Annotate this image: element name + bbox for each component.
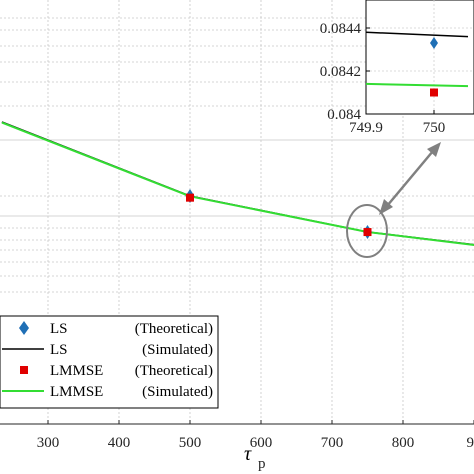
series-line <box>1 121 474 246</box>
x-tick-label: 400 <box>108 435 131 451</box>
x-ticks: 300 400 500 600 700 800 90 <box>37 420 474 451</box>
inset-x-tick-label: 750 <box>423 120 446 136</box>
inset-plot: 0.084 0.0842 0.0844 749.9 750 <box>320 0 474 136</box>
legend-entry-label: LMMSE <box>50 384 103 400</box>
data-point-square <box>363 228 372 237</box>
legend-entry-desc: (Theoretical) <box>135 363 213 379</box>
inset-lmmse-simulated-line <box>365 82 469 88</box>
inset-lmmse-theoretical-point <box>430 88 438 97</box>
legend-box <box>0 315 219 409</box>
inset-y-tick-label: 0.0842 <box>320 64 361 80</box>
zoom-arrow <box>379 142 441 215</box>
inset-y-tick-label: 0.084 <box>327 107 361 123</box>
main-series <box>1 121 474 246</box>
inset-ls-simulated-line <box>365 31 469 38</box>
legend-entry-desc: (Simulated) <box>142 342 213 358</box>
legend-diamond-swatch <box>19 321 29 335</box>
inset-x-tick-label: 749.9 <box>349 120 383 136</box>
legend-entry-label: LMMSE <box>50 363 103 379</box>
inset-frame <box>365 0 474 115</box>
x-axis-label-sub: p <box>258 456 266 472</box>
legend-entry-desc: (Simulated) <box>142 384 213 400</box>
legend-entry-label: LS <box>50 321 68 337</box>
legend-entry-label: LS <box>50 342 68 358</box>
x-tick-label: 500 <box>179 435 202 451</box>
x-tick-label: 300 <box>37 435 60 451</box>
x-tick-label: 800 <box>392 435 415 451</box>
legend-square-swatch <box>20 366 28 374</box>
x-tick-label: 600 <box>250 435 273 451</box>
data-point-square <box>186 193 194 202</box>
main-markers <box>185 189 372 239</box>
x-tick-label: 700 <box>321 435 344 451</box>
x-axis-label: τ <box>244 443 252 465</box>
inset-y-tick-label: 0.0844 <box>320 21 362 37</box>
legend-entry-desc: (Theoretical) <box>135 321 213 337</box>
inset-ls-theoretical-point <box>430 37 438 50</box>
x-tick-label: 90 <box>467 435 474 451</box>
legend: LS (Theoretical) LS (Simulated) LMMSE (Theore… <box>0 315 219 409</box>
zoom-ellipse <box>346 204 388 258</box>
